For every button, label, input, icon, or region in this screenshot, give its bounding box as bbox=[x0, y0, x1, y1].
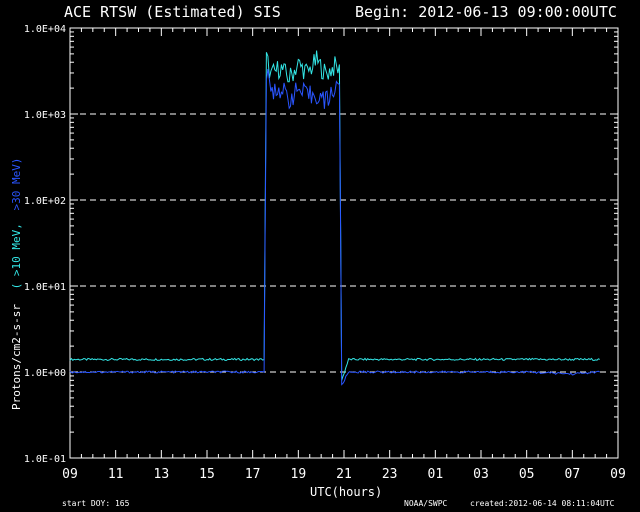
y-tick-label: 1.0E+00 bbox=[24, 368, 66, 379]
x-tick-label: 09 bbox=[62, 467, 78, 482]
y-axis-label-30mev: >30 MeV) bbox=[10, 157, 23, 211]
x-tick-label: 13 bbox=[154, 467, 170, 482]
y-axis-label: Protons/cm2-s-sr ( >10 MeV, >30 MeV) bbox=[10, 158, 23, 410]
plot-frame bbox=[69, 27, 619, 459]
x-axis-label: UTC(hours) bbox=[310, 485, 383, 499]
x-tick-label: 11 bbox=[108, 467, 124, 482]
x-tick-label: 17 bbox=[245, 467, 261, 482]
y-tick-label: 1.0E+03 bbox=[24, 110, 66, 121]
footer-created: created:2012-06-14 08:11:04UTC bbox=[470, 499, 615, 508]
chart-title-left: ACE RTSW (Estimated) SIS bbox=[64, 3, 281, 21]
x-tick-label: 23 bbox=[382, 467, 398, 482]
y-tick-label: 1.0E+01 bbox=[24, 282, 66, 293]
x-tick-label: 21 bbox=[336, 467, 352, 482]
x-tick-label: 09 bbox=[610, 467, 626, 482]
x-tick-label: 15 bbox=[199, 467, 215, 482]
footer-start-doy: start DOY: 165 bbox=[62, 499, 130, 508]
footer-agency: NOAA/SWPC bbox=[404, 499, 448, 508]
x-tick-label: 03 bbox=[473, 467, 489, 482]
x-tick-label: 01 bbox=[428, 467, 444, 482]
y-axis-label-prefix: Protons/cm2-s-sr bbox=[10, 304, 23, 410]
y-axis-label-10mev: >10 MeV, bbox=[10, 223, 23, 277]
series-line-10mev bbox=[69, 50, 600, 381]
chart-title-right: Begin: 2012-06-13 09:00:00UTC bbox=[355, 3, 617, 21]
x-tick-label: 07 bbox=[565, 467, 581, 482]
y-axis-label-paren: ( bbox=[10, 282, 23, 290]
y-tick-label: 1.0E-01 bbox=[24, 454, 66, 465]
y-tick-label: 1.0E+04 bbox=[24, 24, 66, 35]
x-tick-label: 19 bbox=[291, 467, 307, 482]
y-tick-label: 1.0E+02 bbox=[24, 196, 66, 207]
series-line-30mev bbox=[69, 69, 600, 386]
x-tick-label: 05 bbox=[519, 467, 535, 482]
